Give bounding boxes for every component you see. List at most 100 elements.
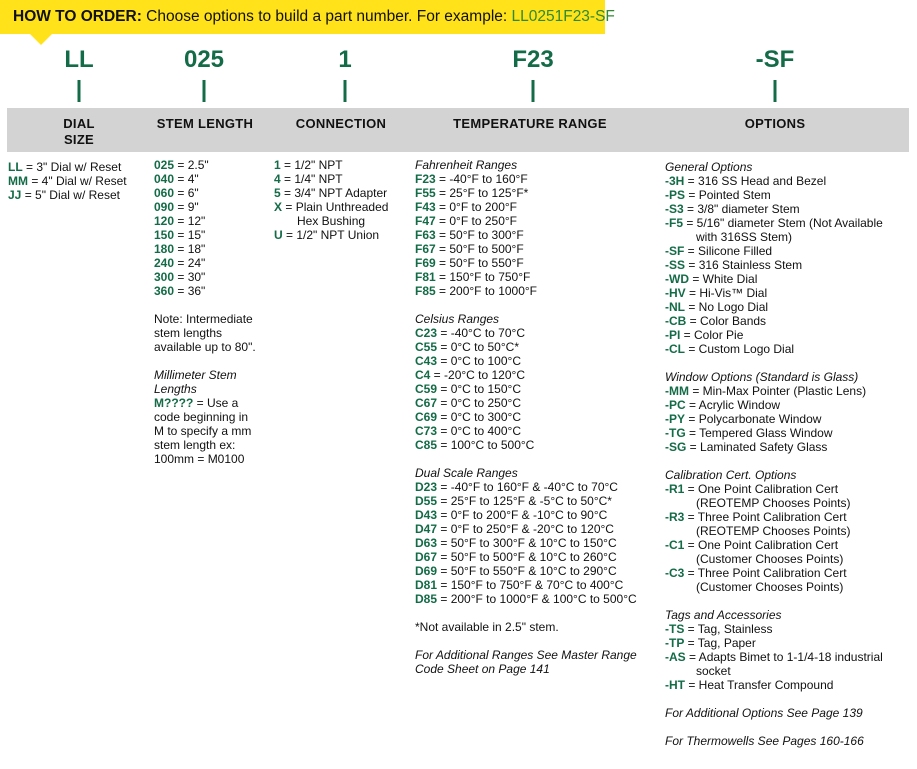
option-code: F43 xyxy=(415,200,436,214)
option-description: Code Sheet on Page 141 xyxy=(415,662,550,676)
option-code: 150 xyxy=(154,228,175,242)
option-code: C43 xyxy=(415,354,438,368)
option-code: 1 xyxy=(274,158,281,172)
option-item: 025 = 2.5" xyxy=(154,158,256,172)
option-description: = 0°C to 50°C* xyxy=(437,340,519,354)
option-code: D63 xyxy=(415,536,438,550)
option-item: -WD = White Dial xyxy=(665,272,883,286)
option-description: stem length ex: xyxy=(154,438,236,452)
option-item: -PI = Color Pie xyxy=(665,328,883,342)
option-item: -CL = Custom Logo Dial xyxy=(665,342,883,356)
option-item: C85 = 100°C to 500°C xyxy=(415,438,637,452)
option-description: available up to 80". xyxy=(154,340,256,354)
option-code: LL xyxy=(8,160,23,174)
option-item: -TG = Tempered Glass Window xyxy=(665,426,883,440)
option-description: = -40°F to 160°F & -40°C to 70°C xyxy=(437,480,618,494)
stem-length-column: 025 = 2.5" 040 = 4" 060 = 6" 090 = 9" 120 = … xyxy=(154,158,256,480)
note-line: stem length ex: xyxy=(154,438,256,452)
option-item: LL = 3" Dial w/ Reset xyxy=(8,160,127,174)
option-description: = 25°F to 125°F* xyxy=(435,186,529,200)
option-code: -S3 xyxy=(665,202,684,216)
group-title: Window Options (Standard is Glass) xyxy=(665,370,859,384)
header-dial-line1: DIAL xyxy=(63,116,95,131)
option-code: 300 xyxy=(154,270,175,284)
option-description: = 0°C to 300°C xyxy=(437,410,521,424)
option-description-cont: (REOTEMP Chooses Points) xyxy=(696,496,851,510)
connector-line xyxy=(773,80,777,102)
option-item: D85 = 200°F to 1000°F & 100°C to 500°C xyxy=(415,592,637,606)
option-description: = 0°C to 100°C xyxy=(437,354,521,368)
connector-line xyxy=(343,80,347,102)
option-item: D81 = 150°F to 750°F & 70°C to 400°C xyxy=(415,578,637,592)
option-item: C4 = -20°C to 120°C xyxy=(415,368,637,382)
option-code: -PY xyxy=(665,412,686,426)
option-description: = Polycarbonate Window xyxy=(685,412,822,426)
option-code: 180 xyxy=(154,242,175,256)
option-description: = Tag, Paper xyxy=(684,636,756,650)
option-code: -PS xyxy=(665,188,686,202)
note-line: For Additional Options See Page 139 xyxy=(665,706,883,720)
option-code: -AS xyxy=(665,650,686,664)
option-description: = 0°C to 150°C xyxy=(437,382,521,396)
option-description: = Laminated Safety Glass xyxy=(686,440,828,454)
option-item: 090 = 9" xyxy=(154,200,256,214)
option-description: = Heat Transfer Compound xyxy=(685,678,834,692)
option-item: F81 = 150°F to 750°F xyxy=(415,270,637,284)
option-item: JJ = 5" Dial w/ Reset xyxy=(8,188,127,202)
banner-label: HOW TO ORDER: xyxy=(13,8,142,25)
option-item: 150 = 15" xyxy=(154,228,256,242)
option-code: 090 xyxy=(154,200,175,214)
option-group: *Not available in 2.5" stem. xyxy=(415,620,637,634)
banner-pointer xyxy=(30,34,52,45)
option-code: C69 xyxy=(415,410,438,424)
option-item: -S3 = 3/8" diameter Stem xyxy=(665,202,883,216)
code-connection: 1 xyxy=(338,46,352,73)
option-item: D67 = 50°F to 500°F & 10°C to 260°C xyxy=(415,550,637,564)
option-item: 5 = 3/4" NPT Adapter xyxy=(274,186,388,200)
option-description: = 1/2" NPT xyxy=(280,158,343,172)
option-description: = Min-Max Pointer (Plastic Lens) xyxy=(689,384,867,398)
option-item: F47 = 0°F to 250°F xyxy=(415,214,637,228)
option-item: D47 = 0°F to 250°F & -20°C to 120°C xyxy=(415,522,637,536)
option-description-cont: (Customer Chooses Points) xyxy=(696,552,844,566)
banner-text: Choose options to build a part number. F… xyxy=(141,8,512,25)
option-description: = 30" xyxy=(174,270,206,284)
connector-line xyxy=(202,80,206,102)
option-description: = 18" xyxy=(174,242,206,256)
option-item: D63 = 50°F to 300°F & 10°C to 150°C xyxy=(415,536,637,550)
option-description: = 25°F to 125°F & -5°C to 50°C* xyxy=(437,494,612,508)
options-column: General Options -3H = 316 SS Head and Bez… xyxy=(665,160,883,762)
option-code: -SS xyxy=(665,258,686,272)
group-title-cont: Lengths xyxy=(154,382,197,396)
group-title: Dual Scale Ranges xyxy=(415,466,518,480)
option-group: Tags and Accessories -TS = Tag, Stainless… xyxy=(665,608,883,692)
option-code: -HV xyxy=(665,286,686,300)
option-description: = 5" Dial w/ Reset xyxy=(21,188,120,202)
option-description: = One Point Calibration Cert xyxy=(684,538,839,552)
option-item: X = Plain Unthreaded xyxy=(274,200,388,214)
option-description-cont: socket xyxy=(696,664,731,678)
option-item: 4 = 1/4" NPT xyxy=(274,172,388,186)
option-code: C85 xyxy=(415,438,438,452)
note-line: Code Sheet on Page 141 xyxy=(415,662,637,676)
option-group: General Options -3H = 316 SS Head and Bez… xyxy=(665,160,883,356)
option-code: C73 xyxy=(415,424,438,438)
option-code: F63 xyxy=(415,228,436,242)
option-code: -C3 xyxy=(665,566,685,580)
option-description: = Silicone Filled xyxy=(684,244,773,258)
option-description: Note: Intermediate xyxy=(154,312,253,326)
option-description: = White Dial xyxy=(689,272,758,286)
option-code: -NL xyxy=(665,300,685,314)
option-code: -C1 xyxy=(665,538,685,552)
option-code: -HT xyxy=(665,678,685,692)
note-line: available up to 80". xyxy=(154,340,256,354)
option-item: -MM = Min-Max Pointer (Plastic Lens) xyxy=(665,384,883,398)
option-code: -CB xyxy=(665,314,687,328)
option-description-cont: Hex Bushing xyxy=(297,214,366,228)
group-title: General Options xyxy=(665,160,753,174)
group-title: Celsius Ranges xyxy=(415,312,500,326)
note-line: M to specify a mm xyxy=(154,424,256,438)
connector-line xyxy=(77,80,81,102)
option-code: 240 xyxy=(154,256,175,270)
option-item: U = 1/2" NPT Union xyxy=(274,228,388,242)
